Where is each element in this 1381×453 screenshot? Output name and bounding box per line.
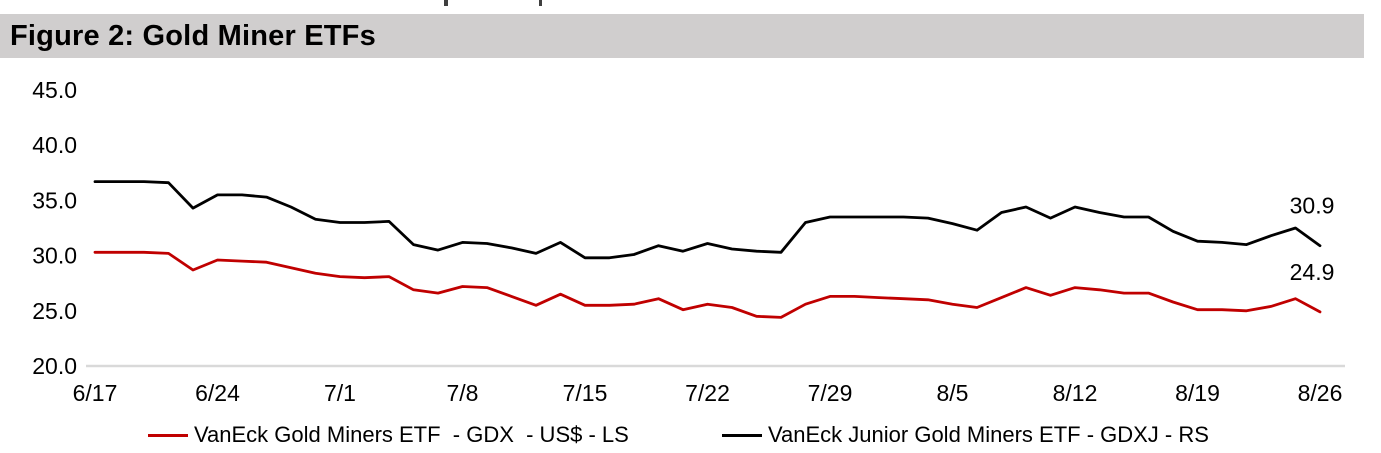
- x-tick-label: 7/1: [324, 380, 356, 406]
- x-tick-label: 7/15: [563, 380, 608, 406]
- y-tick-label: 35.0: [32, 187, 77, 213]
- legend-item-gdx: VanEck Gold Miners ETF - GDX - US$ - LS: [148, 419, 629, 451]
- x-tick-label: 6/17: [73, 380, 118, 406]
- legend-label-gdx: VanEck Gold Miners ETF - GDX - US$ - LS: [194, 422, 629, 447]
- crop-artifact-right: [539, 0, 542, 6]
- x-tick-label: 8/19: [1175, 380, 1220, 406]
- x-tick-label: 8/12: [1053, 380, 1098, 406]
- x-tick-label: 7/8: [447, 380, 479, 406]
- crop-artifact-left: [444, 0, 448, 6]
- x-tick-label: 7/29: [808, 380, 853, 406]
- y-tick-label: 20.0: [32, 353, 77, 379]
- chart-legend: VanEck Gold Miners ETF - GDX - US$ - LS …: [0, 419, 1381, 453]
- y-tick-label: 45.0: [32, 77, 77, 103]
- x-tick-label: 6/24: [195, 380, 240, 406]
- price-line-chart: 45.0 40.0 35.0 30.0 25.0 20.06/17 6/24 7/1 7/8 7/…: [32, 77, 1345, 406]
- legend-item-gdxj: VanEck Junior Gold Miners ETF - GDXJ - R…: [722, 419, 1209, 451]
- x-tick-label: 7/22: [685, 380, 730, 406]
- series-line-gdx: [93, 250, 1322, 319]
- end-value-label-gdxj: 30.9: [1290, 193, 1335, 219]
- legend-label-gdxj: VanEck Junior Gold Miners ETF - GDXJ - R…: [768, 422, 1209, 447]
- end-value-label-gdx: 24.9: [1290, 259, 1335, 285]
- legend-line-sample-gdx: [148, 433, 188, 437]
- legend-line-sample-gdxj: [722, 433, 762, 437]
- x-tick-label: 8/26: [1298, 380, 1343, 406]
- series-line-gdxj: [93, 180, 1322, 260]
- figure-title: Figure 2: Gold Miner ETFs: [10, 19, 376, 52]
- x-tick-label: 8/5: [937, 380, 969, 406]
- y-tick-label: 40.0: [32, 132, 77, 158]
- y-tick-label: 30.0: [32, 243, 77, 269]
- figure-title-bar: Figure 2: Gold Miner ETFs: [0, 14, 1364, 58]
- y-tick-label: 25.0: [32, 298, 77, 324]
